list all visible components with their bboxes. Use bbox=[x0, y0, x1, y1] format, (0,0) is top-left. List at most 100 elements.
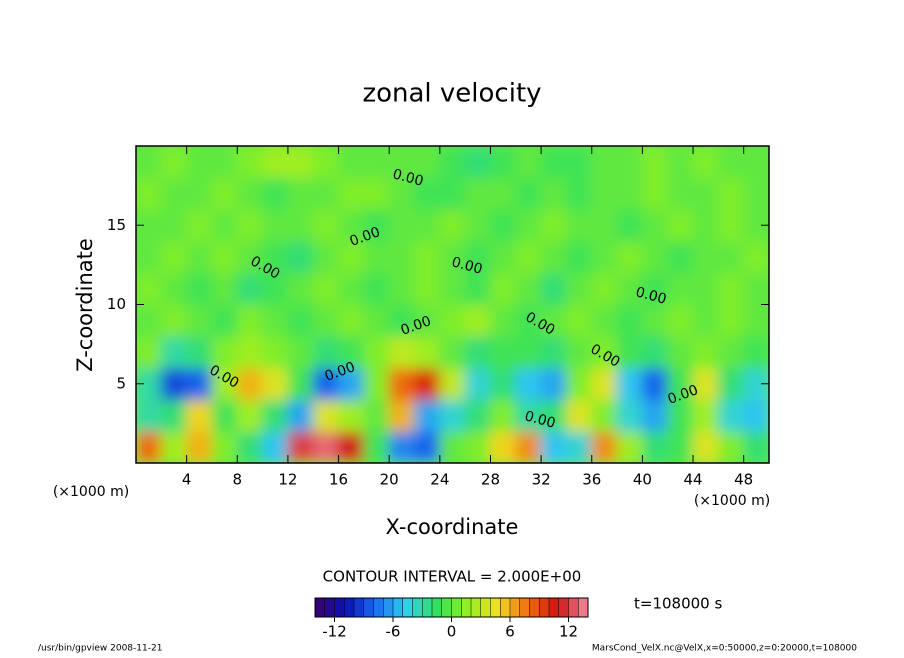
field-cell bbox=[211, 399, 238, 432]
contour-label: 0.00 bbox=[391, 166, 425, 190]
field-cell bbox=[262, 399, 289, 432]
x-tick-label: 40 bbox=[633, 471, 652, 489]
field-cell bbox=[160, 208, 188, 242]
x-tick-label: 36 bbox=[582, 471, 601, 489]
field-cell bbox=[414, 430, 441, 463]
field-cell bbox=[312, 399, 340, 432]
colorbar-step bbox=[500, 598, 511, 617]
field-cell bbox=[667, 146, 694, 179]
field-cell bbox=[489, 177, 517, 210]
x-unit: (×1000 m) bbox=[694, 493, 770, 509]
field-cell bbox=[136, 240, 162, 274]
field-cell bbox=[540, 335, 567, 369]
field-cell bbox=[540, 177, 567, 210]
chart-title: zonal velocity bbox=[362, 79, 541, 109]
field-cell bbox=[414, 304, 441, 337]
field-cell bbox=[565, 367, 593, 401]
x-tick-label: 24 bbox=[430, 471, 449, 489]
field bbox=[136, 146, 769, 463]
field-cell bbox=[312, 304, 340, 337]
field-cell bbox=[464, 146, 491, 179]
field-cell bbox=[743, 177, 769, 210]
field-cell bbox=[616, 177, 643, 210]
field-cell bbox=[743, 430, 769, 463]
field-cell bbox=[211, 335, 238, 369]
field-cell bbox=[692, 272, 719, 305]
field-cell bbox=[236, 177, 264, 210]
field-cell bbox=[160, 399, 188, 432]
field-cell bbox=[717, 208, 745, 242]
field-cell bbox=[439, 146, 466, 179]
field-cell bbox=[515, 240, 542, 274]
field-cell bbox=[439, 335, 466, 369]
field-cell bbox=[489, 335, 517, 369]
field-cell bbox=[262, 304, 289, 337]
colorbar-step bbox=[461, 598, 472, 617]
x-tick-label: 8 bbox=[233, 471, 243, 489]
field-cell bbox=[692, 146, 719, 179]
x-tick-label: 12 bbox=[278, 471, 297, 489]
field-cell bbox=[743, 304, 769, 337]
field-cell bbox=[338, 272, 365, 305]
field-cell bbox=[540, 146, 567, 179]
field-cell bbox=[211, 208, 238, 242]
field-cell bbox=[287, 208, 314, 242]
field-cell bbox=[160, 146, 188, 179]
field-cell bbox=[338, 240, 365, 274]
field-cell bbox=[388, 208, 416, 242]
field-cell bbox=[338, 335, 365, 369]
field-cell bbox=[464, 335, 491, 369]
colorbar-step bbox=[578, 598, 589, 617]
field-cell bbox=[262, 146, 289, 179]
field-cell bbox=[464, 304, 491, 337]
field-cell bbox=[515, 304, 542, 337]
field-cell bbox=[312, 177, 340, 210]
field-cell bbox=[717, 146, 745, 179]
field-cell bbox=[439, 177, 466, 210]
field-cell bbox=[489, 146, 517, 179]
field-cell bbox=[186, 367, 213, 401]
field-cell bbox=[186, 208, 213, 242]
field-cell bbox=[262, 335, 289, 369]
field-cell bbox=[363, 240, 390, 274]
field-cell bbox=[489, 208, 517, 242]
field-cell bbox=[616, 272, 643, 305]
field-cell bbox=[565, 272, 593, 305]
field-cell bbox=[692, 177, 719, 210]
field-cell bbox=[287, 367, 314, 401]
field-cell bbox=[717, 304, 745, 337]
field-cell bbox=[540, 272, 567, 305]
field-cell bbox=[211, 367, 238, 401]
field-cell bbox=[338, 367, 365, 401]
field-cell bbox=[667, 272, 694, 305]
field-cell bbox=[667, 208, 694, 242]
field-cell bbox=[236, 335, 264, 369]
field-cell bbox=[236, 208, 264, 242]
field-cell bbox=[540, 304, 567, 337]
field-cell bbox=[641, 177, 669, 210]
field-cell bbox=[160, 272, 188, 305]
colorbar-step bbox=[558, 598, 569, 617]
field-cell bbox=[515, 208, 542, 242]
field-cell bbox=[565, 208, 593, 242]
colorbar-step bbox=[363, 598, 374, 617]
field-cell bbox=[236, 304, 264, 337]
x-tick-label: 16 bbox=[329, 471, 348, 489]
footer-right: MarsCond_VelX.nc@VelX,x=0:50000,z=0:2000… bbox=[592, 644, 857, 654]
field-cell bbox=[515, 367, 542, 401]
field-cell bbox=[565, 304, 593, 337]
field-cell bbox=[414, 146, 441, 179]
colorbar-tick-label: -12 bbox=[322, 623, 347, 641]
x-tick-label: 28 bbox=[481, 471, 500, 489]
field-cell bbox=[439, 367, 466, 401]
field-cell bbox=[591, 335, 618, 369]
field-cell bbox=[388, 272, 416, 305]
colorbar-step bbox=[451, 598, 462, 617]
field-cell bbox=[641, 304, 669, 337]
x-tick-label: 20 bbox=[380, 471, 399, 489]
field-cell bbox=[667, 304, 694, 337]
field-cell bbox=[312, 208, 340, 242]
field-cell bbox=[262, 430, 289, 463]
field-cell bbox=[743, 335, 769, 369]
